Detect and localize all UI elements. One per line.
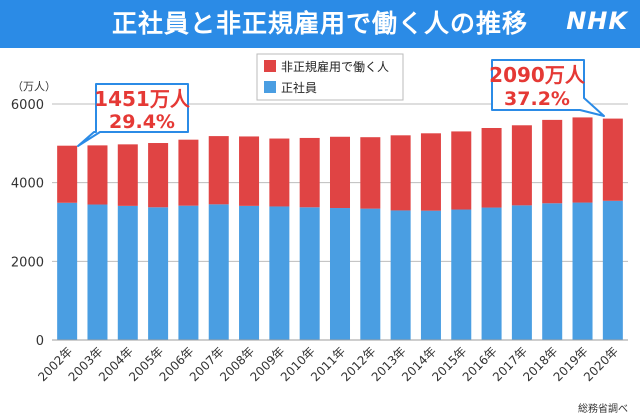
bar-regular (451, 209, 472, 340)
bar-non-regular (299, 137, 320, 208)
bar-non-regular (572, 117, 593, 203)
bar-regular (420, 210, 441, 340)
callout-left-percent: 29.4% (109, 111, 175, 133)
bar-non-regular (148, 143, 169, 208)
bar-regular (602, 200, 623, 340)
x-tick-label: 2020年 (581, 344, 621, 384)
bar-regular (481, 207, 502, 340)
bar-regular (511, 205, 532, 340)
bar-non-regular (117, 144, 138, 206)
bar-non-regular (239, 136, 260, 206)
bar-regular (117, 205, 138, 340)
y-tick-label: 6000 (11, 98, 44, 113)
callout-left-box (77, 83, 189, 147)
bar-non-regular (511, 125, 532, 206)
bar-non-regular (360, 137, 381, 209)
y-tick-label: 4000 (11, 177, 44, 192)
bar-regular (360, 208, 381, 340)
chart-title: 正社員と非正規雇用で働く人の推移 (111, 9, 528, 38)
y-unit-label: （万人） (12, 80, 56, 93)
legend-box (256, 53, 404, 101)
legend-label-regular: 正社員 (281, 80, 317, 95)
callout-right-percent: 37.2% (504, 88, 570, 110)
legend-swatch-regular (264, 81, 276, 93)
bar-regular (329, 208, 351, 340)
bar-regular (57, 202, 78, 340)
legend-swatch-non-regular (264, 60, 276, 72)
bar-regular (572, 202, 593, 340)
source-note: 総務省調べ (578, 402, 628, 415)
bar-non-regular (481, 127, 502, 208)
bar-regular (542, 203, 563, 340)
bar-non-regular (451, 131, 472, 210)
bar-regular (148, 207, 169, 340)
bar-regular (178, 205, 199, 340)
bar-non-regular (87, 145, 108, 205)
legend-label-non-regular: 非正規雇用で働く人 (281, 59, 389, 74)
bar-regular (390, 210, 411, 340)
bar-regular (87, 204, 108, 340)
bar-non-regular (178, 139, 199, 206)
bar-non-regular (390, 135, 411, 211)
bar-regular (208, 204, 229, 340)
bar-non-regular (57, 145, 78, 203)
bar-regular (269, 206, 290, 340)
bar-non-regular (208, 136, 229, 205)
bar-non-regular (602, 118, 623, 201)
bar-non-regular (329, 136, 351, 209)
nhk-logo: NHK (566, 7, 628, 35)
callout-left-value: 1451万人 (94, 87, 191, 111)
title-banner: 正社員と非正規雇用で働く人の推移 NHK (0, 0, 640, 48)
callout-right-box (491, 59, 605, 117)
callout-right-value: 2090万人 (489, 63, 586, 87)
bar-regular (239, 205, 260, 340)
y-tick-label: 0 (36, 334, 44, 349)
bar-regular (299, 207, 320, 340)
bar-non-regular (542, 119, 563, 204)
bar-non-regular (420, 133, 441, 211)
y-tick-label: 2000 (11, 255, 44, 270)
bar-non-regular (269, 138, 290, 207)
